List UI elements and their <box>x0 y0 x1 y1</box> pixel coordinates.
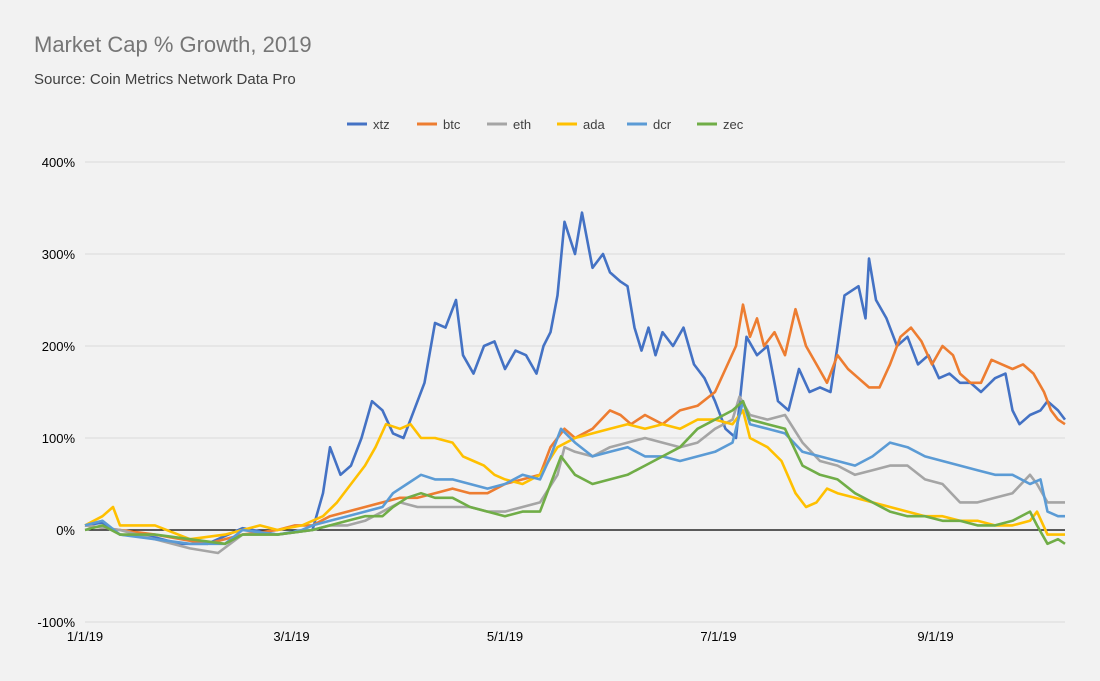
grid-lines <box>85 161 1065 623</box>
series-line-dcr <box>84 399 1065 546</box>
chart-subtitle: Source: Coin Metrics Network Data Pro <box>34 71 296 88</box>
y-tick-label: -100% <box>37 615 75 630</box>
axes: -100% 0% 100% 200% 300% 400% 1/1/19 3/1/19 5/1/1… <box>37 155 953 644</box>
series-line-ada <box>84 409 1065 541</box>
legend-label-dcr: dcr <box>653 117 672 132</box>
y-tick-label: 200% <box>42 339 76 354</box>
series-line-eth <box>84 395 1065 555</box>
y-tick-label: 400% <box>42 155 76 170</box>
series-line-xtz <box>84 211 1067 546</box>
series-line-btc <box>84 303 1066 546</box>
legend-label-ada: ada <box>583 117 605 132</box>
x-tick-label: 1/1/19 <box>67 629 103 644</box>
y-tick-label: 300% <box>42 247 76 262</box>
legend-label-xtz: xtz <box>373 117 390 132</box>
x-tick-label: 9/1/19 <box>917 629 953 644</box>
y-tick-label: 0% <box>56 523 75 538</box>
legend: xtz btc eth ada dcr zec <box>347 117 744 132</box>
series-line-zec <box>84 399 1066 546</box>
x-tick-label: 5/1/19 <box>487 629 523 644</box>
legend-label-btc: btc <box>443 117 461 132</box>
y-tick-label: 100% <box>42 431 76 446</box>
x-tick-label: 7/1/19 <box>700 629 736 644</box>
series-lines <box>84 211 1067 555</box>
legend-label-eth: eth <box>513 117 531 132</box>
legend-label-zec: zec <box>723 117 744 132</box>
chart-title: Market Cap % Growth, 2019 <box>34 32 312 57</box>
x-tick-label: 3/1/19 <box>273 629 309 644</box>
